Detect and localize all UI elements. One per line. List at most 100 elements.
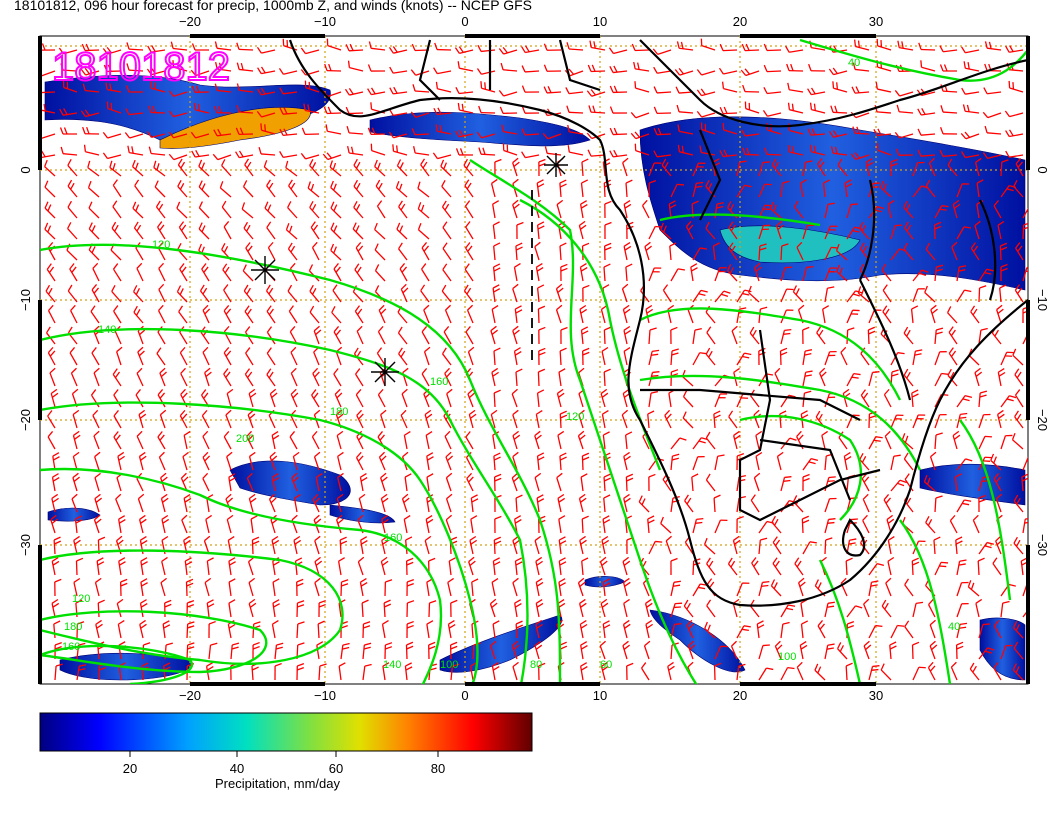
wind-barb <box>797 577 806 597</box>
lon-tick-top: −20 <box>179 14 201 29</box>
wind-barb <box>974 220 981 240</box>
wind-barb <box>670 268 685 282</box>
wind-barb <box>266 284 276 303</box>
wind-barb <box>444 430 452 450</box>
wind-barb <box>354 305 364 324</box>
wind-barb <box>599 556 608 576</box>
wind-barb <box>912 161 925 177</box>
wind-barb <box>512 577 519 597</box>
wind-barb <box>845 557 853 576</box>
wind-barb <box>256 111 276 118</box>
wind-barb <box>243 221 254 240</box>
wind-barb <box>370 143 386 156</box>
wind-barb <box>623 241 632 261</box>
wind-barb <box>367 127 386 136</box>
wind-barb <box>214 41 232 51</box>
wind-barb <box>183 493 192 513</box>
wind-barb <box>718 67 738 75</box>
wind-barb <box>736 289 752 303</box>
wind-barb <box>279 87 298 95</box>
wind-barb <box>340 579 349 597</box>
wind-barb <box>648 540 663 555</box>
wind-barb <box>361 599 369 618</box>
wind-barb <box>406 578 414 597</box>
wind-barb <box>699 145 716 156</box>
wind-barb <box>969 662 980 681</box>
wind-barb <box>70 304 78 324</box>
lon-tick-bottom: 30 <box>869 688 883 703</box>
wind-barb <box>515 620 524 639</box>
wind-barb <box>374 264 386 282</box>
wind-barb <box>722 122 738 135</box>
star-marker <box>251 256 279 284</box>
wind-barb <box>301 127 320 135</box>
wind-barb <box>113 410 122 429</box>
wind-barb <box>692 162 706 177</box>
wind-barb <box>230 642 240 660</box>
wind-barb <box>956 622 968 639</box>
wind-barb <box>202 451 211 471</box>
wind-barb <box>993 662 1002 681</box>
wind-barb <box>559 410 568 429</box>
wind-barb <box>181 514 188 534</box>
wind-barb <box>442 347 452 366</box>
wind-barb <box>400 409 408 429</box>
wind-barb <box>730 640 738 660</box>
wind-barb <box>912 269 929 282</box>
wind-barb <box>978 413 991 429</box>
wind-barb <box>221 159 232 177</box>
wind-barb <box>380 556 389 576</box>
wind-barb <box>54 578 62 597</box>
wind-barb <box>464 263 474 282</box>
wind-barb <box>425 430 433 450</box>
wind-barb <box>780 604 796 618</box>
wind-barb <box>296 578 304 597</box>
wind-barb <box>796 661 804 681</box>
lat-tick-right: −10 <box>1035 289 1050 311</box>
colorbar-ticks: 20 40 60 80 <box>123 751 445 776</box>
wind-barb <box>600 388 609 408</box>
wind-barb <box>227 536 235 555</box>
wind-barb <box>758 667 774 681</box>
wind-barb <box>890 158 898 177</box>
wind-barb <box>670 453 680 471</box>
wind-barb <box>556 388 565 408</box>
wind-barb <box>955 641 964 660</box>
wind-barb <box>309 201 320 219</box>
wind-barb <box>603 368 611 387</box>
wind-barb <box>412 84 430 93</box>
wind-barb <box>246 430 254 450</box>
wind-barb <box>73 577 81 597</box>
wind-barb <box>901 433 914 450</box>
wind-barb <box>728 221 738 240</box>
wind-barb <box>824 518 836 534</box>
wind-barb <box>292 451 300 471</box>
wind-barb <box>920 60 936 72</box>
wind-barb <box>822 179 831 198</box>
wind-barb <box>727 557 738 576</box>
wind-barb <box>46 263 56 282</box>
wind-barb <box>53 620 61 639</box>
wind-barb <box>868 436 883 450</box>
wind-barb <box>512 325 520 345</box>
wind-barb <box>117 620 125 639</box>
wind-barb <box>455 86 474 95</box>
wind-barb <box>417 202 430 219</box>
contour-label: 120 <box>72 593 90 605</box>
wind-barb <box>206 599 215 618</box>
wind-barb <box>670 623 682 639</box>
wind-barb <box>1005 45 1024 53</box>
wind-barb <box>490 640 497 660</box>
wind-barb <box>244 158 254 177</box>
wind-barb <box>566 105 584 114</box>
wind-barb <box>719 149 738 158</box>
wind-barb <box>47 431 56 450</box>
wind-barb <box>330 222 342 240</box>
wind-barb <box>358 493 366 513</box>
wind-barb <box>493 242 501 261</box>
wind-barb <box>138 451 147 471</box>
wind-barb <box>764 147 782 156</box>
wind-barb <box>274 642 284 660</box>
wind-barb <box>763 43 782 52</box>
wind-barb <box>700 38 716 51</box>
